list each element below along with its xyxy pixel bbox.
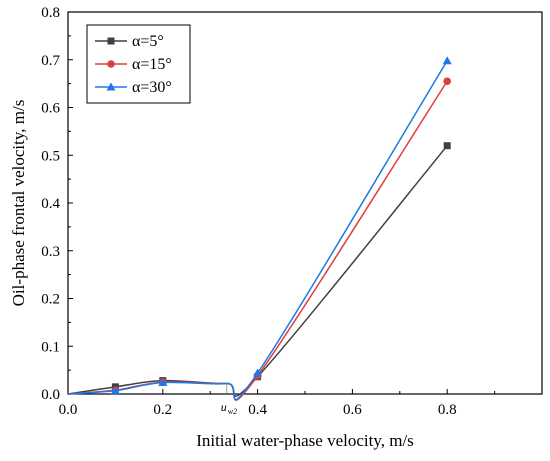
legend-marker: [107, 60, 115, 68]
legend-item: α=30°: [95, 79, 172, 96]
legend-item: α=15°: [95, 56, 172, 73]
y-tick-label: 0.6: [41, 101, 60, 117]
series-line: [67, 80, 448, 401]
y-tick-label: 0.0: [41, 387, 60, 403]
y-tick-label: 0.4: [41, 196, 60, 212]
data-point: [253, 368, 263, 377]
y-tick-label: 0.3: [41, 244, 60, 260]
series-2: [67, 77, 452, 401]
data-point: [443, 77, 452, 86]
y-tick-label: 0.8: [41, 5, 60, 21]
data-point: [158, 378, 168, 387]
series-3: [67, 56, 452, 401]
data-point: [442, 56, 452, 65]
data-point: [443, 142, 451, 150]
x-axis-title: Initial water-phase velocity, m/s: [196, 431, 414, 450]
data-point: [110, 386, 120, 395]
y-tick-label: 0.5: [41, 148, 60, 164]
legend-label: α=5°: [132, 33, 164, 50]
uw2-annotation: u: [221, 400, 227, 414]
x-tick-label: 0.2: [153, 402, 172, 418]
legend-label: α=30°: [132, 79, 172, 96]
y-tick-label: 0.2: [41, 292, 60, 308]
legend-label: α=15°: [132, 56, 172, 73]
series-line: [67, 145, 448, 397]
series-line: [67, 60, 448, 401]
legend-marker: [106, 82, 116, 91]
x-tick-label: 0.8: [438, 402, 457, 418]
uw2-annotation-subscript: w2: [228, 407, 237, 416]
x-tick-label: 0.6: [343, 402, 362, 418]
legend-marker: [107, 37, 115, 45]
series-1: [67, 142, 451, 397]
y-axis-title: Oil-phase frontal velocity, m/s: [9, 100, 28, 307]
legend: α=5° α=15° α=30°: [86, 24, 191, 104]
x-tick-label: 0.0: [59, 402, 78, 418]
y-tick-label: 0.1: [41, 339, 60, 355]
legend-item: α=5°: [95, 33, 164, 50]
y-tick-label: 0.7: [41, 53, 60, 69]
axes: 0.0 0.2 0.4 0.6 0.8 0.0 0.1 0.2 0.3 0.4 0.5 0.6 0.7 0…: [41, 5, 543, 418]
series-layer: [67, 56, 452, 401]
x-tick-label: 0.4: [248, 402, 267, 418]
